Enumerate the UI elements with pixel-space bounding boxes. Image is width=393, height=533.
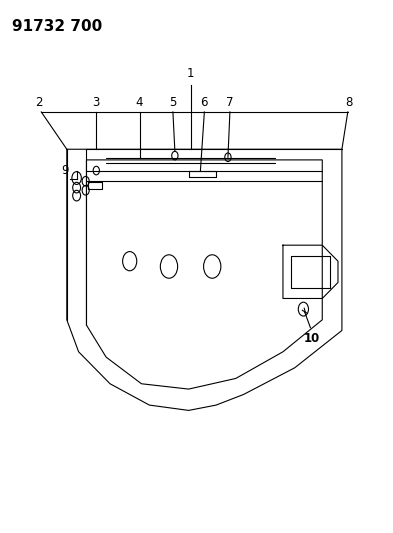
Text: 1: 1 [187, 67, 195, 80]
Text: 4: 4 [136, 96, 143, 109]
Text: 91732 700: 91732 700 [12, 19, 102, 34]
Text: 3: 3 [93, 96, 100, 109]
Text: 10: 10 [303, 332, 320, 344]
Text: 5: 5 [169, 96, 176, 109]
Text: 8: 8 [345, 96, 353, 109]
Text: 7: 7 [226, 96, 234, 109]
Text: 9: 9 [61, 164, 69, 177]
Text: 6: 6 [200, 96, 208, 109]
Text: 2: 2 [35, 96, 43, 109]
